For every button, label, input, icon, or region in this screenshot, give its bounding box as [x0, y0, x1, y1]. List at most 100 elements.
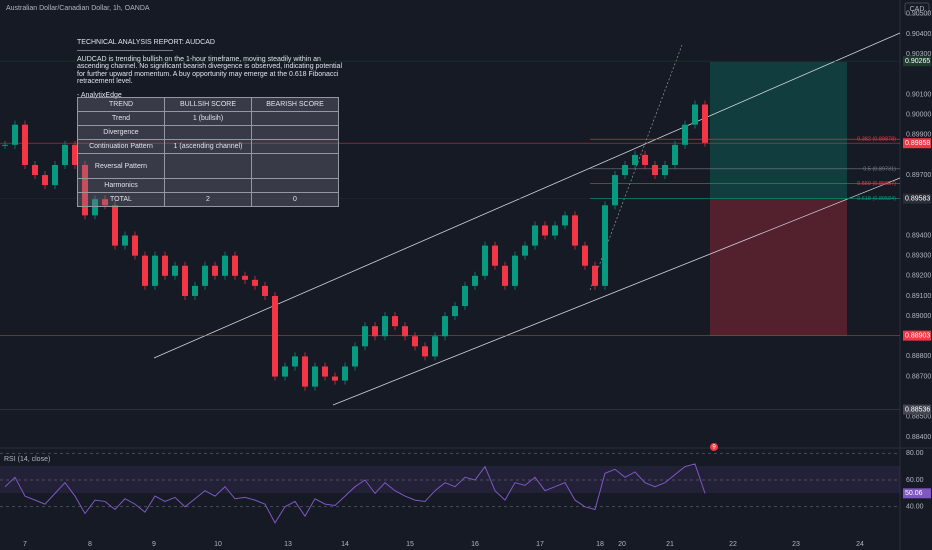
date-label: 10	[214, 541, 222, 548]
candle	[702, 104, 708, 143]
price-tick: 0.89900	[906, 132, 931, 139]
date-label: 22	[729, 541, 737, 548]
price-tick: 0.88400	[906, 434, 931, 441]
date-label: 23	[792, 541, 800, 548]
header-cell: TREND	[77, 97, 165, 112]
price-tag-label: 0.88536	[905, 406, 930, 413]
candle	[162, 255, 168, 276]
candle	[62, 144, 68, 165]
rsi-line	[4, 463, 706, 524]
channel-upper	[153, 32, 901, 359]
candle	[32, 164, 38, 176]
currency[interactable]: CAD	[910, 6, 925, 13]
alert-badge[interactable]	[710, 443, 718, 451]
candle	[382, 316, 388, 337]
candle	[332, 376, 338, 381]
cell	[251, 139, 339, 154]
candle	[392, 316, 398, 327]
price-tag-label: 0.89858	[905, 140, 930, 147]
fib-label: 0.618 (0.89584)	[857, 196, 896, 202]
date-label: 18	[596, 541, 604, 548]
candle	[312, 366, 318, 387]
candle	[582, 245, 588, 266]
date-label: 20	[618, 541, 626, 548]
row: Trend 1 (bullsih)	[77, 111, 339, 126]
price-tick: 0.89300	[906, 252, 931, 259]
candle	[112, 205, 118, 246]
cell: Reversal Pattern	[77, 153, 165, 179]
candle	[212, 265, 218, 276]
candle	[272, 295, 278, 377]
price-tick: 0.89400	[906, 232, 931, 239]
candle	[452, 306, 458, 317]
loss-zone	[710, 199, 847, 336]
candle	[682, 124, 688, 145]
candle	[632, 154, 638, 165]
date-label: 24	[856, 541, 864, 548]
row: Harmonics	[77, 178, 339, 193]
candle	[512, 255, 518, 286]
cell: 1 (ascending channel)	[164, 139, 252, 154]
report: TECHNICAL ANALYSIS REPORT: AUDCAD AUDCAD…	[77, 39, 352, 99]
candle	[182, 265, 188, 296]
price-tick: 0.90100	[906, 91, 931, 98]
fib-label: 0.5 (0.89731)	[863, 166, 896, 172]
cell	[251, 153, 339, 179]
candle	[642, 154, 648, 165]
rsi-tick: 40.00	[906, 504, 924, 511]
price-tag-label: 0.89583	[905, 195, 930, 202]
score-table: TREND BULLSIH SCORE BEARISH SCORE Trend 1 (b…	[77, 97, 339, 207]
price-tick: 0.90000	[906, 111, 931, 118]
candle	[372, 326, 378, 337]
price-tag	[903, 330, 931, 341]
cell	[251, 111, 339, 126]
candle	[692, 104, 698, 125]
date-label: 16	[471, 541, 479, 548]
candle	[592, 265, 598, 286]
alert-count[interactable]: 9	[712, 445, 716, 451]
candle	[232, 255, 238, 276]
candle	[622, 164, 628, 176]
candle	[422, 346, 428, 357]
rsi-tick: 80.00	[906, 450, 924, 457]
cell	[164, 125, 252, 140]
candle	[12, 124, 18, 145]
candle	[492, 245, 498, 266]
candle	[72, 144, 78, 165]
candle	[412, 336, 418, 347]
candle	[292, 356, 298, 367]
price-tick: 0.90400	[906, 31, 931, 38]
date-label: 15	[406, 541, 414, 548]
cell: TOTAL	[77, 192, 165, 207]
candle	[52, 164, 58, 186]
currency-box[interactable]	[904, 2, 930, 16]
candle	[572, 215, 578, 246]
header-cell: BEARISH SCORE	[251, 97, 339, 112]
candle	[302, 356, 308, 387]
candle	[472, 275, 478, 286]
row: Divergence	[77, 125, 339, 140]
cell: 2	[164, 192, 252, 207]
candle	[242, 275, 248, 280]
cell: 0	[251, 192, 339, 207]
date-label: 21	[666, 541, 674, 548]
candle	[42, 175, 48, 186]
row: Continuation Pattern 1 (ascending channel…	[77, 139, 339, 154]
candle	[462, 285, 468, 307]
date-label: 9	[152, 541, 156, 548]
date-label: 8	[88, 541, 92, 548]
candle	[122, 235, 128, 246]
price-tick: 0.89700	[906, 172, 931, 179]
price-tick: 0.88700	[906, 373, 931, 380]
price-tag-label: 0.90265	[905, 58, 930, 65]
candle	[362, 326, 368, 347]
date-label: 17	[536, 541, 544, 548]
candle	[172, 265, 178, 276]
price-tag	[903, 404, 931, 415]
price-tag	[903, 138, 931, 149]
candle	[542, 225, 548, 236]
candle	[612, 175, 618, 206]
candle	[92, 199, 98, 216]
date-label: 14	[341, 541, 349, 548]
